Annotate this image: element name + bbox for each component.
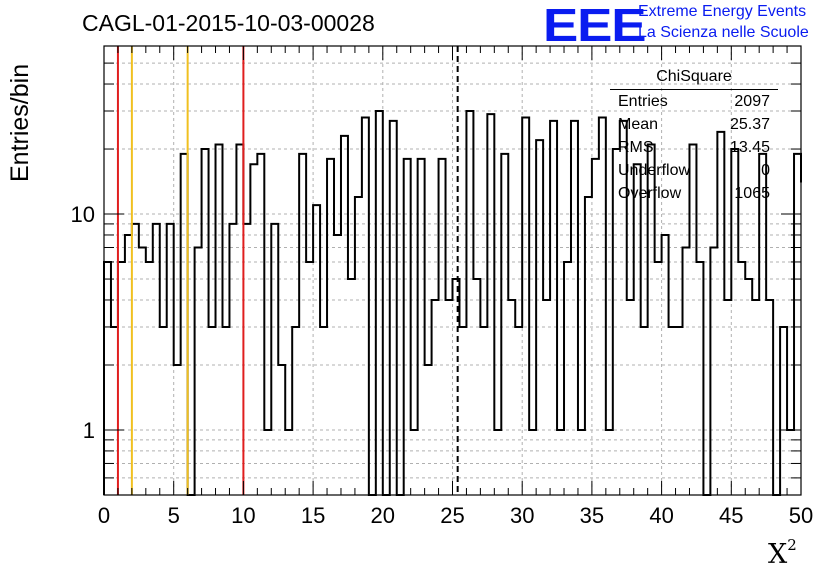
x-tick-label: 15 bbox=[301, 503, 325, 528]
x-axis-label-superscript: 2 bbox=[787, 536, 797, 554]
eee-logo: EEE bbox=[543, 0, 647, 51]
y-tick-label: 1 bbox=[83, 418, 95, 443]
stats-value: 0 bbox=[761, 162, 770, 179]
stats-label: Overflow bbox=[618, 185, 682, 202]
stats-value: 1065 bbox=[734, 185, 770, 202]
histogram-outline bbox=[103, 110, 802, 496]
stats-label: Mean bbox=[618, 116, 659, 133]
stats-divider bbox=[610, 89, 778, 90]
stats-label: RMS bbox=[618, 139, 654, 156]
reference-lines bbox=[116, 46, 459, 495]
stats-value: 25.37 bbox=[729, 116, 770, 133]
x-tick-label: 20 bbox=[371, 503, 395, 528]
x-tick-label: 30 bbox=[510, 503, 534, 528]
x-tick-label: 40 bbox=[649, 503, 673, 528]
x-tick-label: 50 bbox=[789, 503, 813, 528]
stats-box: ChiSquare Entries 2097 Mean 25.37 RMS 13… bbox=[610, 66, 778, 206]
stats-title: ChiSquare bbox=[656, 68, 732, 85]
logo-line-1: Extreme Energy Events bbox=[638, 3, 807, 20]
y-tick-label: 10 bbox=[71, 202, 95, 227]
stats-label: Underflow bbox=[618, 162, 691, 179]
x-tick-label: 25 bbox=[440, 503, 464, 528]
stats-value: 13.45 bbox=[729, 139, 770, 156]
chart-title: CAGL-01-2015-10-03-00028 bbox=[82, 10, 375, 36]
x-tick-label: 10 bbox=[231, 503, 255, 528]
logo-line-2: La Scienza nelle Scuole bbox=[638, 24, 809, 41]
x-tick-label: 5 bbox=[168, 503, 180, 528]
stats-label: Entries bbox=[618, 93, 668, 110]
x-tick-label: 0 bbox=[98, 503, 110, 528]
x-tick-label: 45 bbox=[719, 503, 743, 528]
axis-tick-labels: 0 5 10 15 20 25 30 35 40 45 50 1 10 bbox=[71, 202, 814, 528]
x-axis-label-text: X bbox=[768, 539, 788, 570]
y-axis-label: Entries/bin bbox=[6, 63, 34, 182]
axis-ticks bbox=[103, 46, 802, 495]
x-axis-label: X2 bbox=[768, 536, 797, 570]
x-tick-label: 35 bbox=[580, 503, 604, 528]
stats-value: 2097 bbox=[734, 93, 770, 110]
